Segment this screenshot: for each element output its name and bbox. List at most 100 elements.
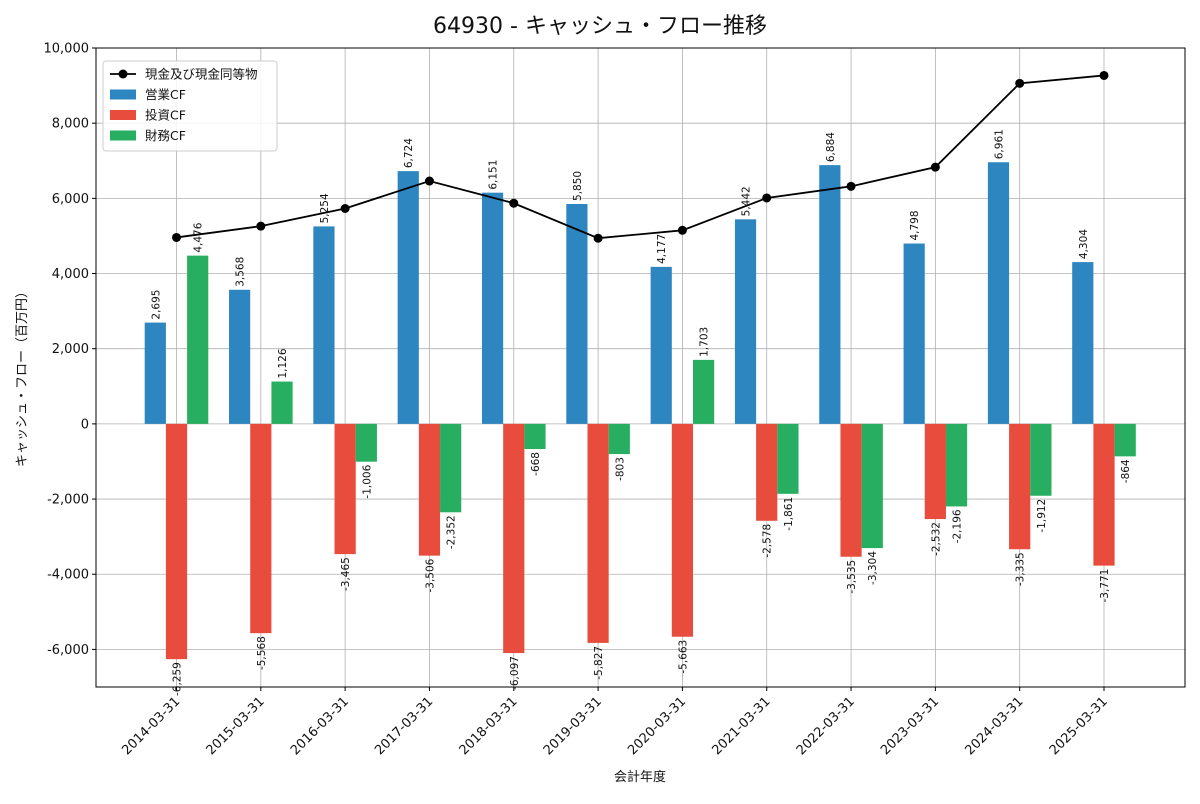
legend-label: 営業CF xyxy=(145,87,186,102)
bar-2-4 xyxy=(524,423,546,449)
bar-value-label: -864 xyxy=(1120,459,1132,483)
bar-0-6 xyxy=(650,266,672,424)
cash-point-0 xyxy=(172,232,181,242)
bar-0-1 xyxy=(229,289,251,424)
bar-1-11 xyxy=(1093,423,1115,566)
bar-0-4 xyxy=(481,192,504,424)
legend-label: 現金及び現金同等物 xyxy=(145,67,258,82)
bar-value-label: 1,703 xyxy=(699,327,711,357)
cash-point-11 xyxy=(1099,70,1109,80)
bar-1-10 xyxy=(1009,423,1031,550)
legend-swatch-2 xyxy=(110,130,136,141)
bar-value-label: 6,151 xyxy=(488,160,500,190)
bar-value-label: 4,476 xyxy=(193,222,205,252)
cash-point-8 xyxy=(846,181,856,191)
bars xyxy=(144,162,1136,660)
y-tick-label: -2,000 xyxy=(47,493,89,508)
data-labels: 2,695 3,568 5,254 6,724 6,151 5,850 4,177 5,442… xyxy=(150,129,1132,696)
bar-value-label: -803 xyxy=(614,457,626,481)
bar-value-label: 4,798 xyxy=(909,210,921,240)
bar-value-label: -3,506 xyxy=(424,558,436,592)
cash-line xyxy=(172,70,1109,243)
bar-value-label: -668 xyxy=(530,452,542,476)
bar-value-label: 6,961 xyxy=(993,129,1005,159)
bar-0-5 xyxy=(566,203,588,424)
bar-2-8 xyxy=(861,423,883,549)
bar-2-7 xyxy=(777,423,799,494)
bar-0-7 xyxy=(734,219,757,424)
bar-2-9 xyxy=(945,423,968,507)
cash-point-1 xyxy=(256,221,266,231)
y-tick-label: 0 xyxy=(81,417,89,432)
bar-2-0 xyxy=(187,255,209,424)
legend-box xyxy=(102,60,278,152)
bar-value-label: -1,912 xyxy=(1036,499,1048,533)
chart-title: 64930 - キャッシュ・フロー推移 xyxy=(433,14,767,39)
bar-2-3 xyxy=(440,423,462,513)
x-axis-label: 会計年度 xyxy=(614,769,666,785)
bar-2-2 xyxy=(355,423,377,462)
bar-1-8 xyxy=(840,423,862,557)
cash-point-3 xyxy=(424,176,434,186)
plot-frame xyxy=(95,47,1186,688)
bar-2-10 xyxy=(1030,423,1052,496)
bar-value-label: -1,861 xyxy=(783,497,795,531)
bar-value-label: -5,827 xyxy=(593,646,605,680)
bar-value-label: -5,568 xyxy=(256,636,268,670)
bar-value-label: 4,304 xyxy=(1078,229,1090,259)
cash-point-7 xyxy=(762,193,772,203)
legend-swatch-0 xyxy=(110,89,136,100)
y-tick-label: 8,000 xyxy=(52,117,89,132)
bar-value-label: 2,695 xyxy=(150,290,162,320)
legend-label: 投資CF xyxy=(145,108,186,123)
y-tick-label: 2,000 xyxy=(52,342,89,357)
legend-line-marker xyxy=(118,69,128,79)
bar-0-8 xyxy=(819,165,841,424)
y-tick-label: 4,000 xyxy=(52,267,89,282)
bar-value-label: 3,568 xyxy=(235,257,247,287)
legend-label: 財務CF xyxy=(145,128,186,143)
bar-value-label: -2,352 xyxy=(446,515,458,549)
bar-value-label: -3,771 xyxy=(1099,569,1111,603)
cash-point-4 xyxy=(509,198,519,208)
cash-point-5 xyxy=(593,233,603,243)
bar-value-label: 6,884 xyxy=(825,132,837,162)
bar-1-1 xyxy=(250,423,272,634)
y-tick-label: 6,000 xyxy=(52,192,89,207)
cash-point-2 xyxy=(340,204,350,214)
bar-0-0 xyxy=(144,322,166,424)
y-tick-label: 10,000 xyxy=(44,42,90,57)
y-tick-label: -4,000 xyxy=(47,568,89,583)
bar-value-label: -2,196 xyxy=(952,509,964,543)
bar-value-label: 6,724 xyxy=(403,138,415,168)
bar-1-6 xyxy=(671,423,694,637)
bar-value-label: 4,177 xyxy=(656,234,668,264)
legend-swatch-1 xyxy=(110,110,136,120)
bar-1-3 xyxy=(418,423,441,556)
bar-value-label: 5,442 xyxy=(741,186,753,216)
bar-2-6 xyxy=(693,359,715,424)
bar-0-10 xyxy=(987,162,1010,424)
bar-value-label: -6,097 xyxy=(509,656,521,690)
bar-value-label: 5,254 xyxy=(319,193,331,223)
bar-value-label: -6,259 xyxy=(172,662,184,696)
bar-1-2 xyxy=(334,423,356,555)
cash-point-6 xyxy=(677,225,687,235)
bar-1-9 xyxy=(924,423,946,520)
bar-2-11 xyxy=(1114,423,1136,457)
bar-value-label: -3,535 xyxy=(846,560,858,594)
y-tick-label: -6,000 xyxy=(47,643,89,658)
bar-0-3 xyxy=(397,171,419,424)
bar-0-2 xyxy=(313,226,335,424)
bar-value-label: -2,532 xyxy=(930,522,942,556)
bar-0-11 xyxy=(1072,262,1094,424)
bar-value-label: 5,850 xyxy=(572,171,584,201)
y-axis-label: キャッシュ・フロー（百万円） xyxy=(15,285,30,467)
bar-1-5 xyxy=(587,423,609,643)
bar-2-1 xyxy=(271,381,293,424)
bar-2-5 xyxy=(608,423,630,455)
bar-value-label: -5,663 xyxy=(677,640,689,674)
